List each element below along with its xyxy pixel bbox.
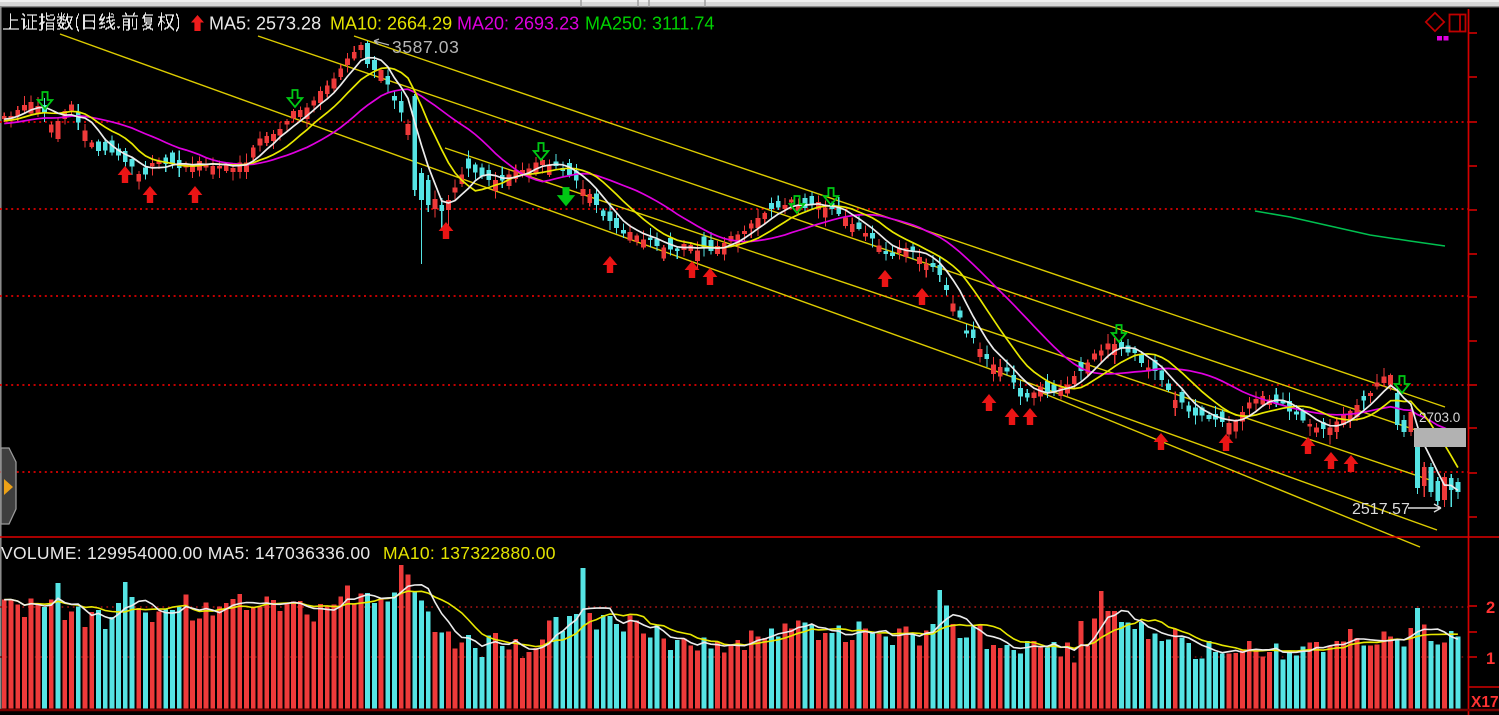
svg-text:3587.03: 3587.03: [392, 37, 459, 57]
svg-text:2: 2: [1486, 599, 1495, 617]
svg-text:2517.57: 2517.57: [1352, 501, 1410, 518]
svg-text:MA10: 2664.29: MA10: 2664.29: [330, 14, 452, 34]
svg-text:VOLUME: 129954000.00 MA5: 147: VOLUME: 129954000.00 MA5: 147036336.00: [1, 543, 370, 563]
svg-text:MA20: 2693.23: MA20: 2693.23: [457, 14, 579, 34]
svg-text:MA250: 3111.74: MA250: 3111.74: [585, 14, 714, 34]
svg-text:MA5: 2573.28: MA5: 2573.28: [209, 14, 321, 34]
svg-text:2703.0: 2703.0: [1419, 410, 1460, 425]
svg-text:X17: X17: [1471, 694, 1499, 711]
svg-text:1: 1: [1486, 650, 1495, 668]
svg-text:MA10: 137322880.00: MA10: 137322880.00: [383, 543, 556, 563]
